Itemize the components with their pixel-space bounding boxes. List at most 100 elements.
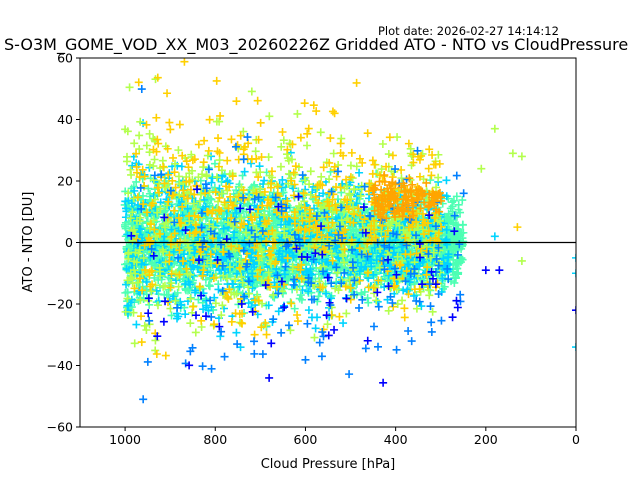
data-point: [186, 294, 195, 303]
data-point: [348, 174, 357, 183]
data-point: [391, 212, 400, 221]
data-point: [340, 195, 349, 204]
data-point: [144, 309, 153, 318]
data-point: [121, 222, 130, 231]
data-point: [137, 85, 146, 94]
data-point: [248, 284, 257, 293]
data-point: [323, 197, 332, 206]
data-point: [318, 283, 327, 292]
data-point: [167, 191, 176, 200]
data-point: [210, 320, 219, 329]
data-point: [240, 292, 249, 301]
data-point: [447, 243, 456, 252]
data-point: [223, 186, 232, 195]
data-point: [159, 282, 168, 291]
data-point: [413, 146, 422, 155]
data-point: [296, 291, 305, 300]
data-point: [294, 192, 303, 201]
data-point: [268, 244, 277, 253]
data-point: [142, 141, 151, 150]
data-point: [274, 307, 283, 316]
data-point: [290, 304, 299, 313]
data-point: [269, 214, 278, 223]
data-point: [181, 226, 190, 235]
data-point: [191, 286, 200, 295]
data-point: [339, 228, 348, 237]
outlier-point: [481, 266, 490, 275]
data-point: [140, 172, 149, 181]
data-point: [185, 246, 194, 255]
data-point: [335, 222, 344, 231]
data-point: [207, 178, 216, 187]
data-point: [235, 263, 244, 272]
data-point: [333, 167, 342, 176]
data-point: [189, 302, 197, 311]
data-point: [247, 303, 256, 312]
data-point: [122, 157, 131, 166]
data-point: [300, 203, 309, 212]
data-point: [252, 154, 261, 163]
data-point: [435, 207, 444, 216]
data-point: [153, 301, 162, 310]
data-point: [425, 291, 434, 300]
data-point: [317, 222, 326, 231]
data-point: [183, 204, 192, 213]
data-point: [398, 296, 407, 305]
data-point: [174, 213, 183, 222]
data-point: [341, 282, 350, 291]
data-point: [185, 169, 194, 178]
data-point: [277, 142, 286, 151]
data-point: [150, 225, 159, 234]
data-point: [392, 230, 401, 239]
data-point: [437, 316, 446, 325]
data-point: [154, 188, 163, 197]
data-point: [280, 303, 289, 312]
data-point: [286, 326, 295, 335]
data-point: [227, 242, 236, 251]
data-point: [271, 193, 280, 202]
data-point: [350, 290, 359, 299]
data-point: [327, 187, 336, 196]
outlier-point: [490, 124, 499, 133]
data-point: [245, 239, 254, 248]
data-point: [294, 225, 303, 234]
data-point: [170, 168, 179, 177]
data-point: [217, 311, 226, 320]
data-point: [426, 302, 435, 311]
data-point: [175, 246, 184, 255]
data-point: [173, 303, 182, 312]
data-point: [328, 218, 337, 227]
data-point: [334, 286, 343, 295]
data-point: [124, 254, 133, 263]
data-point: [337, 239, 346, 248]
data-point: [274, 202, 283, 211]
data-point: [264, 301, 273, 310]
data-point: [202, 256, 211, 265]
data-point: [359, 203, 368, 212]
data-point: [278, 304, 287, 313]
data-point: [182, 157, 191, 166]
data-point: [195, 197, 204, 206]
data-point: [248, 307, 257, 316]
data-point: [373, 297, 382, 306]
data-point: [130, 139, 139, 148]
data-point: [352, 162, 361, 171]
data-point: [145, 268, 154, 277]
data-point: [434, 173, 443, 182]
data-point: [136, 295, 145, 304]
data-point: [233, 141, 242, 150]
data-point: [239, 193, 248, 202]
data-point: [458, 196, 467, 205]
data-point: [409, 158, 418, 167]
data-point: [257, 234, 266, 243]
data-point: [159, 247, 168, 256]
data-point: [215, 148, 224, 157]
data-point: [151, 336, 160, 345]
data-point: [240, 194, 249, 203]
data-point: [450, 227, 459, 236]
data-point: [389, 229, 398, 238]
data-point: [277, 207, 286, 216]
data-point: [377, 185, 386, 194]
data-point: [336, 149, 345, 158]
data-point: [237, 219, 246, 228]
